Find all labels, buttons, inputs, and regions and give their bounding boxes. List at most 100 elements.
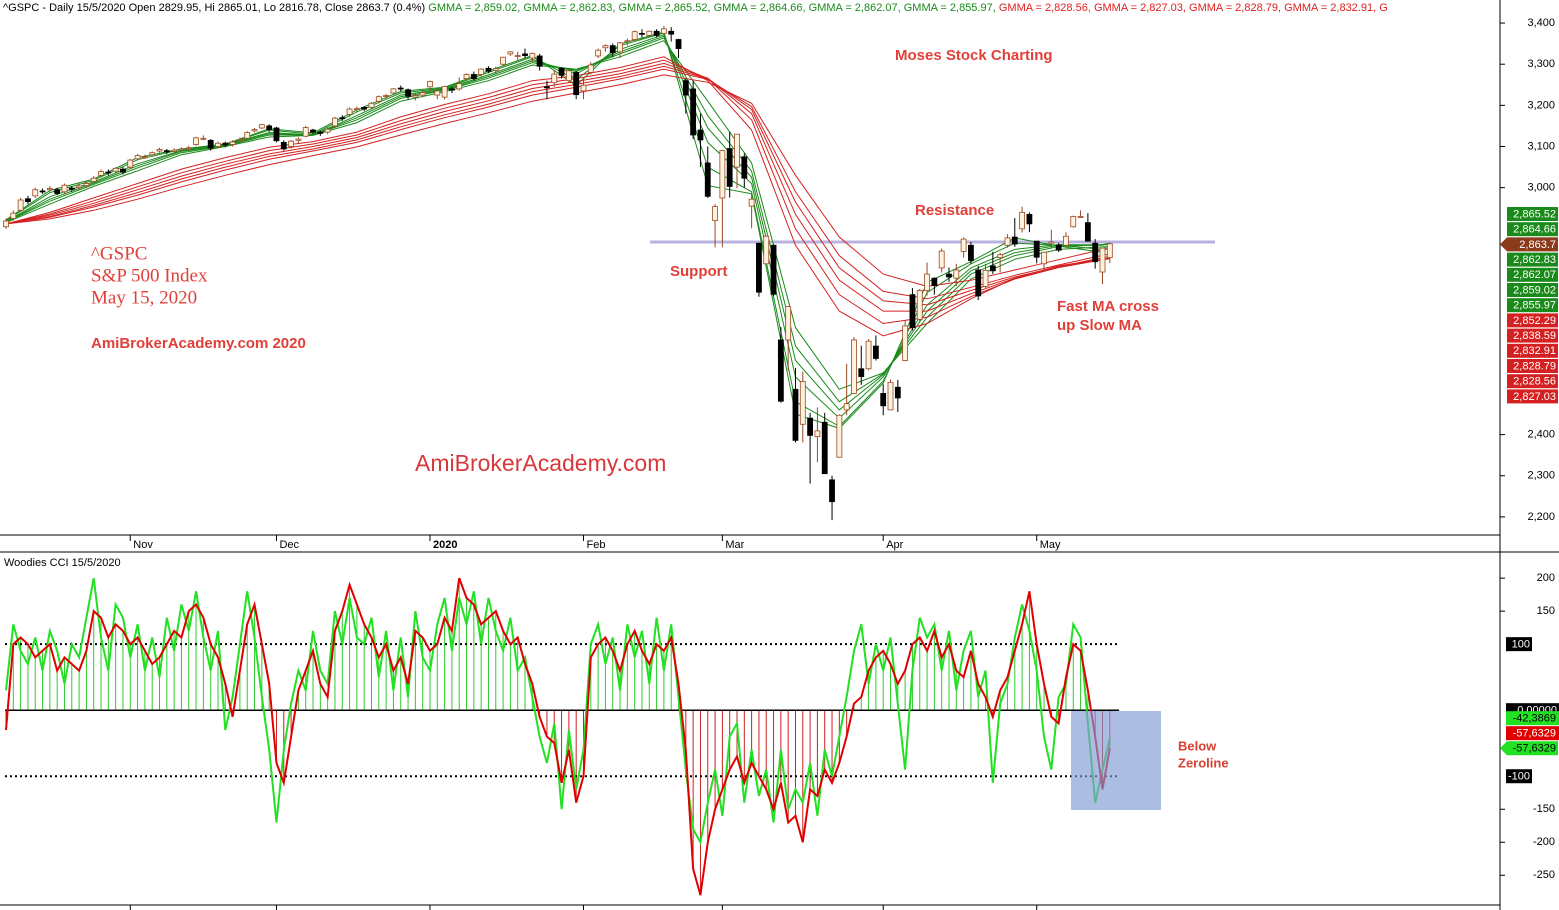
candle-body	[1092, 242, 1099, 263]
title-segment: ^GSPC - Daily 15/5/2020 Open 2829.95, Hi…	[3, 2, 428, 14]
value-label: 2,865.52	[1513, 208, 1556, 220]
candle-body	[880, 393, 887, 407]
candle-body	[185, 147, 192, 150]
candle-body	[756, 242, 762, 293]
y-tick-label: 150	[1537, 605, 1555, 617]
candle-body	[32, 189, 39, 197]
candle-body	[171, 149, 178, 152]
candle-body	[1004, 237, 1011, 246]
candle-body	[492, 68, 499, 71]
candle-body	[251, 129, 258, 132]
candle-body	[807, 417, 813, 436]
candle-body	[851, 339, 857, 394]
candle-body	[441, 86, 448, 98]
candle-body	[434, 90, 441, 96]
candle-body	[792, 388, 799, 441]
candle-body	[368, 102, 375, 108]
candle-body	[909, 294, 916, 328]
title-segment: GMMA = 2,859.02,	[428, 2, 523, 14]
candle-body	[997, 254, 1004, 259]
x-tick-label: 2020	[433, 539, 457, 551]
x-tick-label: May	[1040, 539, 1061, 551]
value-box	[1507, 389, 1558, 404]
title-segment: GMMA = 2,864.66,	[714, 2, 809, 14]
candle-body	[54, 189, 61, 194]
candle-body	[580, 84, 587, 92]
value-label: 2,859.02	[1513, 284, 1556, 296]
candle-body	[17, 199, 24, 211]
candle-body	[602, 45, 609, 49]
candle-body	[529, 53, 536, 59]
candle-body	[558, 67, 565, 76]
value-box	[1507, 313, 1558, 328]
value-box	[1507, 343, 1558, 358]
watermark: AmiBrokerAcademy.com	[415, 450, 666, 476]
candle-body	[485, 67, 492, 72]
candle-body	[90, 177, 97, 182]
candle-body	[280, 141, 287, 150]
candle-body	[924, 273, 930, 291]
candle-body	[383, 95, 390, 97]
value-label: 2,827.03	[1513, 391, 1556, 403]
candle-body	[449, 88, 455, 91]
candle-body	[163, 150, 170, 153]
candle-body	[748, 198, 755, 207]
candle-body	[258, 124, 265, 129]
candle-body	[332, 117, 338, 127]
candle-body	[237, 139, 243, 141]
y-tick-label: 3,300	[1527, 58, 1555, 70]
candle-body	[156, 148, 163, 152]
candle-body	[134, 155, 141, 160]
candle-body	[982, 269, 989, 287]
y-tick-label: 3,100	[1527, 140, 1555, 152]
candle-body	[887, 381, 894, 411]
candle-body	[1077, 216, 1084, 218]
candle-body	[799, 381, 806, 425]
title-segment: GMMA = 2,832.91,	[1284, 2, 1379, 14]
value-box	[1507, 267, 1558, 282]
candle-body	[244, 132, 251, 139]
candle-body	[595, 49, 602, 57]
candle-body	[668, 30, 675, 35]
candle-body	[25, 198, 31, 203]
annotation: S&P 500 Index	[91, 265, 208, 286]
candle-body	[770, 244, 777, 295]
candle-body	[149, 152, 156, 156]
candle-body	[375, 96, 382, 102]
level-box	[1506, 769, 1532, 784]
annotation: AmiBrokerAcademy.com 2020	[91, 335, 306, 352]
annotation: up Slow MA	[1057, 317, 1142, 334]
candle-body	[120, 168, 126, 173]
candle-body	[763, 235, 770, 265]
candle-body	[478, 68, 485, 75]
value-box	[1500, 237, 1558, 252]
candle-body	[229, 141, 236, 145]
candle-body	[777, 339, 784, 402]
candle-body	[390, 88, 397, 94]
candle-body	[222, 142, 229, 146]
candle-body	[200, 137, 207, 140]
value-label: 2,832.91	[1513, 345, 1556, 357]
candle-body	[302, 127, 309, 137]
candle-body	[968, 244, 974, 261]
candle-body	[814, 430, 821, 438]
candle-body	[653, 30, 660, 36]
title-segment: GMMA = 2,855.97,	[904, 2, 999, 14]
candle-body	[397, 87, 404, 90]
value-label: 2,855.97	[1513, 300, 1556, 312]
candle-body	[631, 31, 638, 40]
annotation: May 15, 2020	[91, 287, 197, 308]
candle-body	[98, 171, 104, 176]
candle-body	[1041, 251, 1047, 265]
candle-body	[916, 290, 923, 320]
title-segment: G	[1379, 2, 1388, 14]
value-label: -42,3869	[1513, 713, 1556, 725]
candle-body	[295, 138, 302, 141]
candle-body	[61, 184, 68, 193]
y-tick-label: 3,400	[1527, 17, 1555, 29]
value-label: 2,862.07	[1513, 269, 1556, 281]
candle-body	[544, 86, 550, 89]
candle-body	[522, 53, 528, 56]
candle-body	[565, 70, 572, 82]
candle-body	[865, 340, 872, 370]
